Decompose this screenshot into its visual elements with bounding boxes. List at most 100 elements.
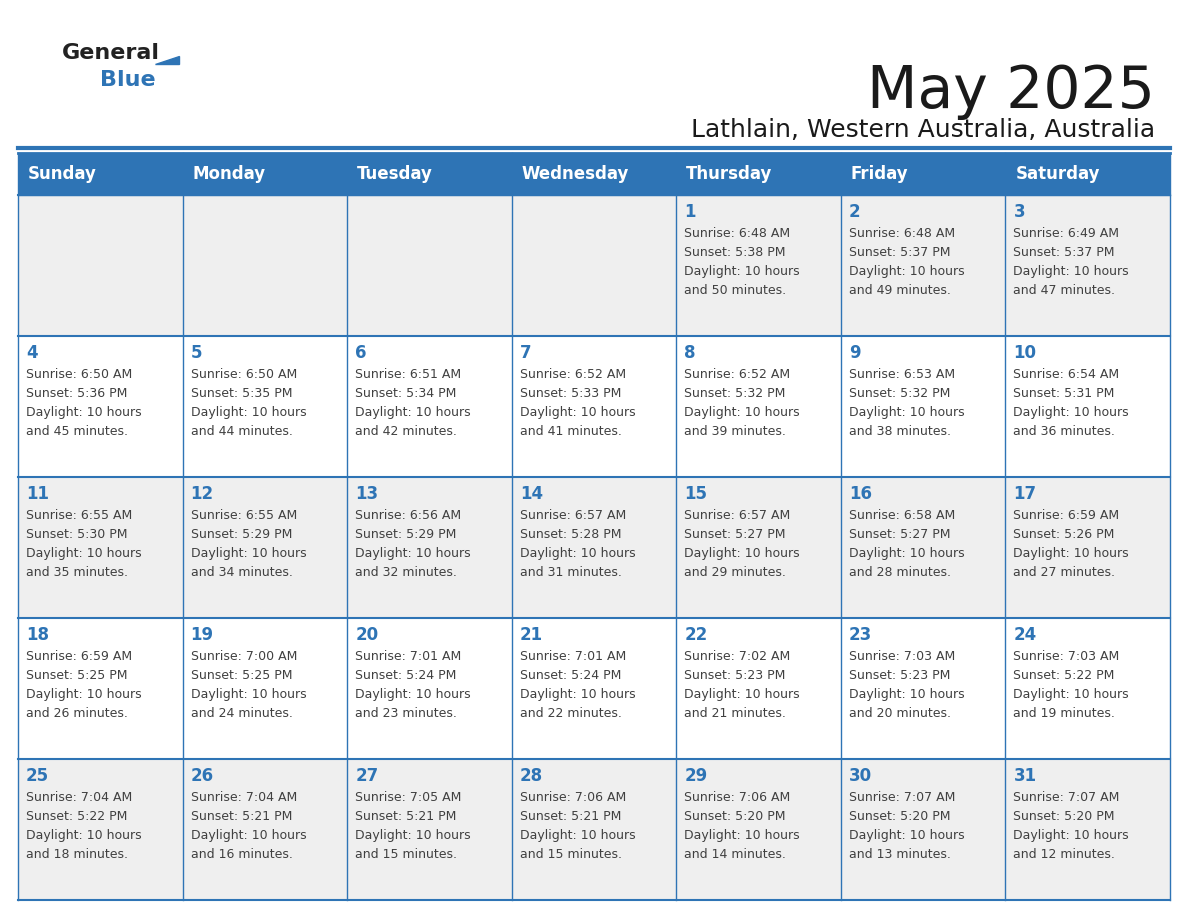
Text: Sunday: Sunday [29, 165, 97, 183]
Text: 30: 30 [849, 767, 872, 785]
Text: 10: 10 [1013, 344, 1036, 362]
Text: Sunrise: 6:55 AM: Sunrise: 6:55 AM [26, 509, 132, 522]
Text: Sunrise: 6:49 AM: Sunrise: 6:49 AM [1013, 227, 1119, 240]
Text: 5: 5 [190, 344, 202, 362]
Text: Sunset: 5:37 PM: Sunset: 5:37 PM [849, 246, 950, 259]
Text: Sunset: 5:36 PM: Sunset: 5:36 PM [26, 387, 127, 400]
Text: Sunset: 5:20 PM: Sunset: 5:20 PM [1013, 810, 1114, 823]
Text: Sunset: 5:27 PM: Sunset: 5:27 PM [849, 528, 950, 541]
Text: Sunset: 5:20 PM: Sunset: 5:20 PM [849, 810, 950, 823]
Text: Daylight: 10 hours: Daylight: 10 hours [519, 688, 636, 701]
Text: and 34 minutes.: and 34 minutes. [190, 566, 292, 579]
Text: and 36 minutes.: and 36 minutes. [1013, 425, 1116, 438]
Text: Sunset: 5:25 PM: Sunset: 5:25 PM [190, 669, 292, 682]
Text: and 21 minutes.: and 21 minutes. [684, 707, 786, 720]
Text: and 19 minutes.: and 19 minutes. [1013, 707, 1116, 720]
Text: and 20 minutes.: and 20 minutes. [849, 707, 950, 720]
Text: Daylight: 10 hours: Daylight: 10 hours [519, 547, 636, 560]
Text: Sunrise: 6:50 AM: Sunrise: 6:50 AM [26, 368, 132, 381]
Text: Sunset: 5:30 PM: Sunset: 5:30 PM [26, 528, 127, 541]
Text: 25: 25 [26, 767, 49, 785]
Text: Sunrise: 6:57 AM: Sunrise: 6:57 AM [684, 509, 790, 522]
Text: Daylight: 10 hours: Daylight: 10 hours [355, 547, 470, 560]
Text: and 15 minutes.: and 15 minutes. [519, 848, 621, 861]
Text: Sunrise: 7:04 AM: Sunrise: 7:04 AM [190, 791, 297, 804]
Text: Daylight: 10 hours: Daylight: 10 hours [849, 547, 965, 560]
Text: Daylight: 10 hours: Daylight: 10 hours [519, 406, 636, 419]
Text: Daylight: 10 hours: Daylight: 10 hours [26, 829, 141, 842]
Text: Daylight: 10 hours: Daylight: 10 hours [1013, 688, 1129, 701]
Text: and 13 minutes.: and 13 minutes. [849, 848, 950, 861]
Text: Daylight: 10 hours: Daylight: 10 hours [684, 265, 800, 278]
Text: Sunrise: 6:59 AM: Sunrise: 6:59 AM [1013, 509, 1119, 522]
Text: Sunrise: 6:59 AM: Sunrise: 6:59 AM [26, 650, 132, 663]
Text: 24: 24 [1013, 626, 1037, 644]
Text: Daylight: 10 hours: Daylight: 10 hours [190, 406, 307, 419]
Text: Sunrise: 7:00 AM: Sunrise: 7:00 AM [190, 650, 297, 663]
Text: 28: 28 [519, 767, 543, 785]
Text: and 14 minutes.: and 14 minutes. [684, 848, 786, 861]
Text: 22: 22 [684, 626, 708, 644]
Text: Sunrise: 7:04 AM: Sunrise: 7:04 AM [26, 791, 132, 804]
Text: and 27 minutes.: and 27 minutes. [1013, 566, 1116, 579]
Bar [18, 195, 1170, 336]
Text: and 24 minutes.: and 24 minutes. [190, 707, 292, 720]
Text: 18: 18 [26, 626, 49, 644]
Text: Sunset: 5:27 PM: Sunset: 5:27 PM [684, 528, 785, 541]
Text: Daylight: 10 hours: Daylight: 10 hours [849, 829, 965, 842]
Text: Sunrise: 6:51 AM: Sunrise: 6:51 AM [355, 368, 461, 381]
Text: Tuesday: Tuesday [358, 165, 432, 183]
Text: Sunset: 5:37 PM: Sunset: 5:37 PM [1013, 246, 1114, 259]
Text: Sunrise: 7:07 AM: Sunrise: 7:07 AM [1013, 791, 1120, 804]
Text: Sunrise: 6:48 AM: Sunrise: 6:48 AM [849, 227, 955, 240]
Text: and 41 minutes.: and 41 minutes. [519, 425, 621, 438]
Text: Sunrise: 7:01 AM: Sunrise: 7:01 AM [355, 650, 461, 663]
Text: 3: 3 [1013, 203, 1025, 221]
Bar [18, 336, 1170, 477]
Text: Sunrise: 6:55 AM: Sunrise: 6:55 AM [190, 509, 297, 522]
Bar [18, 759, 1170, 900]
Text: Sunset: 5:29 PM: Sunset: 5:29 PM [190, 528, 292, 541]
Text: and 16 minutes.: and 16 minutes. [190, 848, 292, 861]
Text: Daylight: 10 hours: Daylight: 10 hours [190, 829, 307, 842]
Text: and 12 minutes.: and 12 minutes. [1013, 848, 1116, 861]
Text: Sunrise: 6:53 AM: Sunrise: 6:53 AM [849, 368, 955, 381]
Text: Lathlain, Western Australia, Australia: Lathlain, Western Australia, Australia [691, 118, 1155, 142]
Text: and 28 minutes.: and 28 minutes. [849, 566, 950, 579]
Text: Sunset: 5:23 PM: Sunset: 5:23 PM [849, 669, 950, 682]
Text: Daylight: 10 hours: Daylight: 10 hours [849, 265, 965, 278]
Text: Sunset: 5:31 PM: Sunset: 5:31 PM [1013, 387, 1114, 400]
Text: and 29 minutes.: and 29 minutes. [684, 566, 786, 579]
Text: and 45 minutes.: and 45 minutes. [26, 425, 128, 438]
Text: Sunrise: 7:03 AM: Sunrise: 7:03 AM [1013, 650, 1119, 663]
Text: Saturday: Saturday [1016, 165, 1100, 183]
Text: 1: 1 [684, 203, 696, 221]
Text: Sunrise: 6:58 AM: Sunrise: 6:58 AM [849, 509, 955, 522]
Text: Sunset: 5:34 PM: Sunset: 5:34 PM [355, 387, 456, 400]
Text: Sunrise: 6:54 AM: Sunrise: 6:54 AM [1013, 368, 1119, 381]
Text: Sunrise: 7:02 AM: Sunrise: 7:02 AM [684, 650, 790, 663]
Text: Sunrise: 6:50 AM: Sunrise: 6:50 AM [190, 368, 297, 381]
Text: and 35 minutes.: and 35 minutes. [26, 566, 128, 579]
Text: Daylight: 10 hours: Daylight: 10 hours [26, 688, 141, 701]
Text: 20: 20 [355, 626, 378, 644]
Text: Sunset: 5:25 PM: Sunset: 5:25 PM [26, 669, 127, 682]
Text: Daylight: 10 hours: Daylight: 10 hours [355, 688, 470, 701]
Text: and 15 minutes.: and 15 minutes. [355, 848, 457, 861]
Text: Sunrise: 7:01 AM: Sunrise: 7:01 AM [519, 650, 626, 663]
Text: Sunset: 5:23 PM: Sunset: 5:23 PM [684, 669, 785, 682]
Text: Sunset: 5:21 PM: Sunset: 5:21 PM [519, 810, 621, 823]
Text: 6: 6 [355, 344, 367, 362]
Polygon shape [154, 56, 179, 64]
Text: 8: 8 [684, 344, 696, 362]
Text: Sunset: 5:22 PM: Sunset: 5:22 PM [26, 810, 127, 823]
Text: Sunrise: 7:03 AM: Sunrise: 7:03 AM [849, 650, 955, 663]
Text: Sunset: 5:21 PM: Sunset: 5:21 PM [355, 810, 456, 823]
Text: General: General [62, 43, 160, 63]
Text: Daylight: 10 hours: Daylight: 10 hours [190, 688, 307, 701]
Text: and 38 minutes.: and 38 minutes. [849, 425, 950, 438]
Text: 11: 11 [26, 485, 49, 503]
Text: Sunset: 5:38 PM: Sunset: 5:38 PM [684, 246, 785, 259]
Text: 29: 29 [684, 767, 708, 785]
Text: 9: 9 [849, 344, 860, 362]
